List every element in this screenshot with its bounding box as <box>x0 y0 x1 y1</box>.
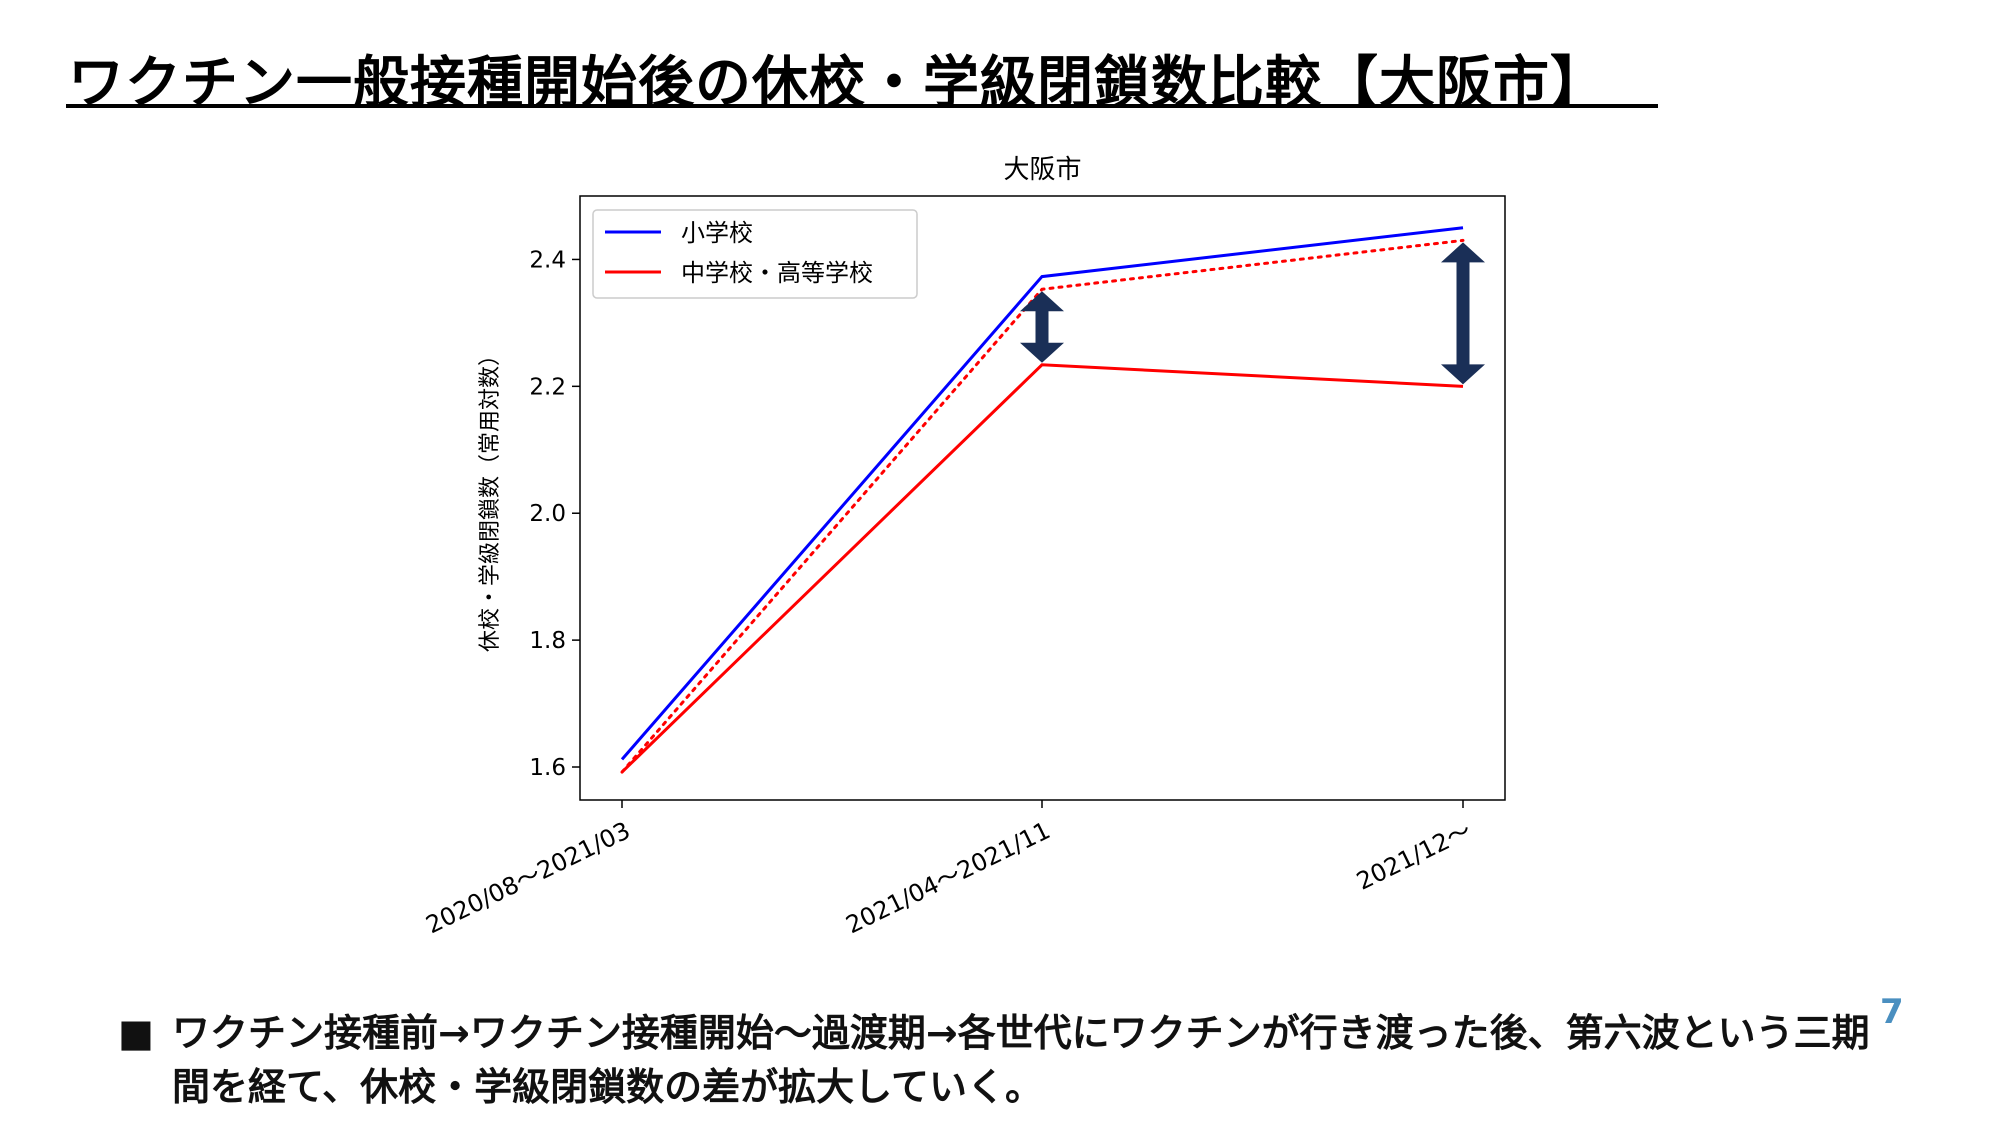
legend-label: 中学校・高等学校 <box>681 259 873 287</box>
bullet-text: ワクチン接種前→ワクチン接種開始〜過渡期→各世代にワクチンが行き渡った後、第六波… <box>172 1011 1870 1109</box>
y-tick-label: 2.0 <box>529 501 566 527</box>
title-underline <box>66 104 1658 108</box>
x-tick-label: 2020/08～2021/03 <box>422 816 635 939</box>
line-chart: 大阪市 1.6 1.8 2.0 2.2 2.4 休校・学級閉鎖数（常用対数） 2020/08～… <box>422 155 1506 939</box>
x-tick-label: 2021/04～2021/11 <box>842 816 1055 939</box>
y-tick-label: 1.8 <box>529 628 566 654</box>
double-arrow-1 <box>1441 242 1485 385</box>
bullet-marker: ■ <box>118 1011 154 1055</box>
series-line-1 <box>620 363 1464 774</box>
legend-box <box>592 209 918 299</box>
page-number: 7 <box>1880 992 1904 1032</box>
y-axis-label: 休校・学級閉鎖数（常用対数） <box>478 344 503 652</box>
legend-label: 小学校 <box>681 219 753 247</box>
y-tick-label: 1.6 <box>529 755 566 781</box>
y-tick-label: 2.2 <box>529 374 566 400</box>
x-tick-label: 2021/12～ <box>1352 816 1475 895</box>
y-tick-label: 2.4 <box>529 247 566 273</box>
series-line-2 <box>620 238 1465 774</box>
double-arrow-0 <box>1020 291 1064 363</box>
bullet-point: ■ ワクチン接種前→ワクチン接種開始〜過渡期→各世代にワクチンが行き渡った後、第… <box>118 1006 1878 1114</box>
chart-title: 大阪市 <box>1003 155 1081 185</box>
series-line-0 <box>620 226 1464 761</box>
